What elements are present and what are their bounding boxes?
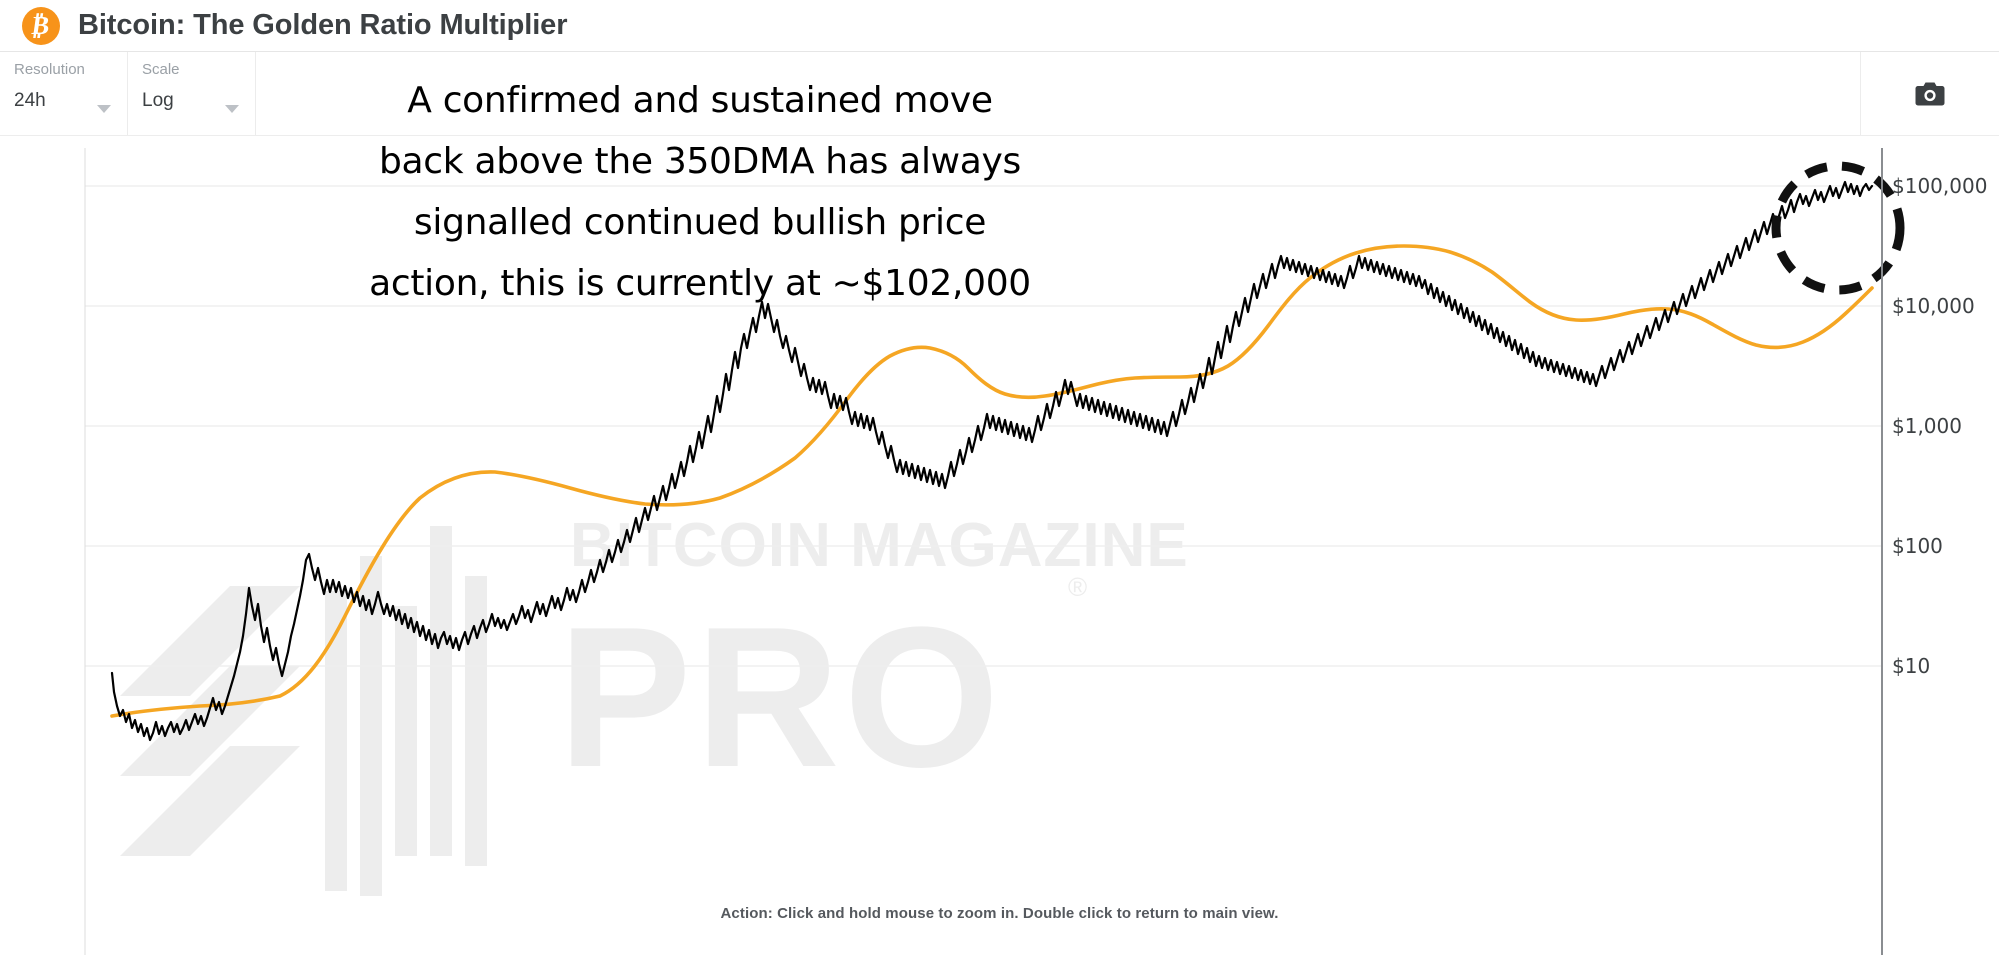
resolution-value: 24h bbox=[14, 90, 46, 111]
bitcoin-logo-icon: ₿ bbox=[22, 6, 60, 45]
price-chart[interactable]: BITCOIN MAGAZINE PRO ® bbox=[0, 136, 1999, 955]
watermark-logo-icon bbox=[120, 526, 487, 896]
chevron-down-icon[interactable] bbox=[97, 105, 111, 113]
page-header: ₿ Bitcoin: The Golden Ratio Multiplier bbox=[0, 0, 1999, 52]
scale-label: Scale bbox=[142, 61, 180, 78]
controls-spacer bbox=[256, 52, 1861, 135]
chart-canvas[interactable]: BITCOIN MAGAZINE PRO ® bbox=[0, 136, 1999, 955]
page-title: Bitcoin: The Golden Ratio Multiplier bbox=[78, 9, 568, 41]
y-tick-label-10000: $10,000 bbox=[1892, 294, 1975, 318]
resolution-label: Resolution bbox=[14, 61, 85, 78]
y-tick-label-100000: $100,000 bbox=[1892, 174, 1988, 198]
watermark-registered-mark: ® bbox=[1068, 572, 1087, 602]
controls-bar: Resolution 24h Scale Log bbox=[0, 52, 1999, 136]
camera-icon bbox=[1915, 82, 1945, 105]
chart-action-hint: Action: Click and hold mouse to zoom in.… bbox=[720, 905, 1279, 922]
watermark-line2: PRO bbox=[558, 586, 1003, 809]
btc-price-line bbox=[110, 180, 1874, 742]
chevron-down-icon[interactable] bbox=[225, 105, 239, 113]
watermark: BITCOIN MAGAZINE PRO ® bbox=[120, 511, 1188, 896]
scale-select[interactable]: Scale Log bbox=[128, 52, 256, 135]
dashed-circle-highlight bbox=[1771, 161, 1905, 295]
resolution-select[interactable]: Resolution 24h bbox=[0, 52, 128, 135]
scale-value: Log bbox=[142, 90, 174, 111]
y-tick-label-1000: $1,000 bbox=[1892, 414, 1962, 438]
bitcoin-symbol: ₿ bbox=[30, 10, 52, 40]
save-image-button[interactable] bbox=[1861, 52, 1999, 135]
y-tick-label-10: $10 bbox=[1892, 654, 1931, 678]
y-tick-label-100: $100 bbox=[1892, 534, 1943, 558]
ma-350dma-line bbox=[110, 244, 1874, 718]
